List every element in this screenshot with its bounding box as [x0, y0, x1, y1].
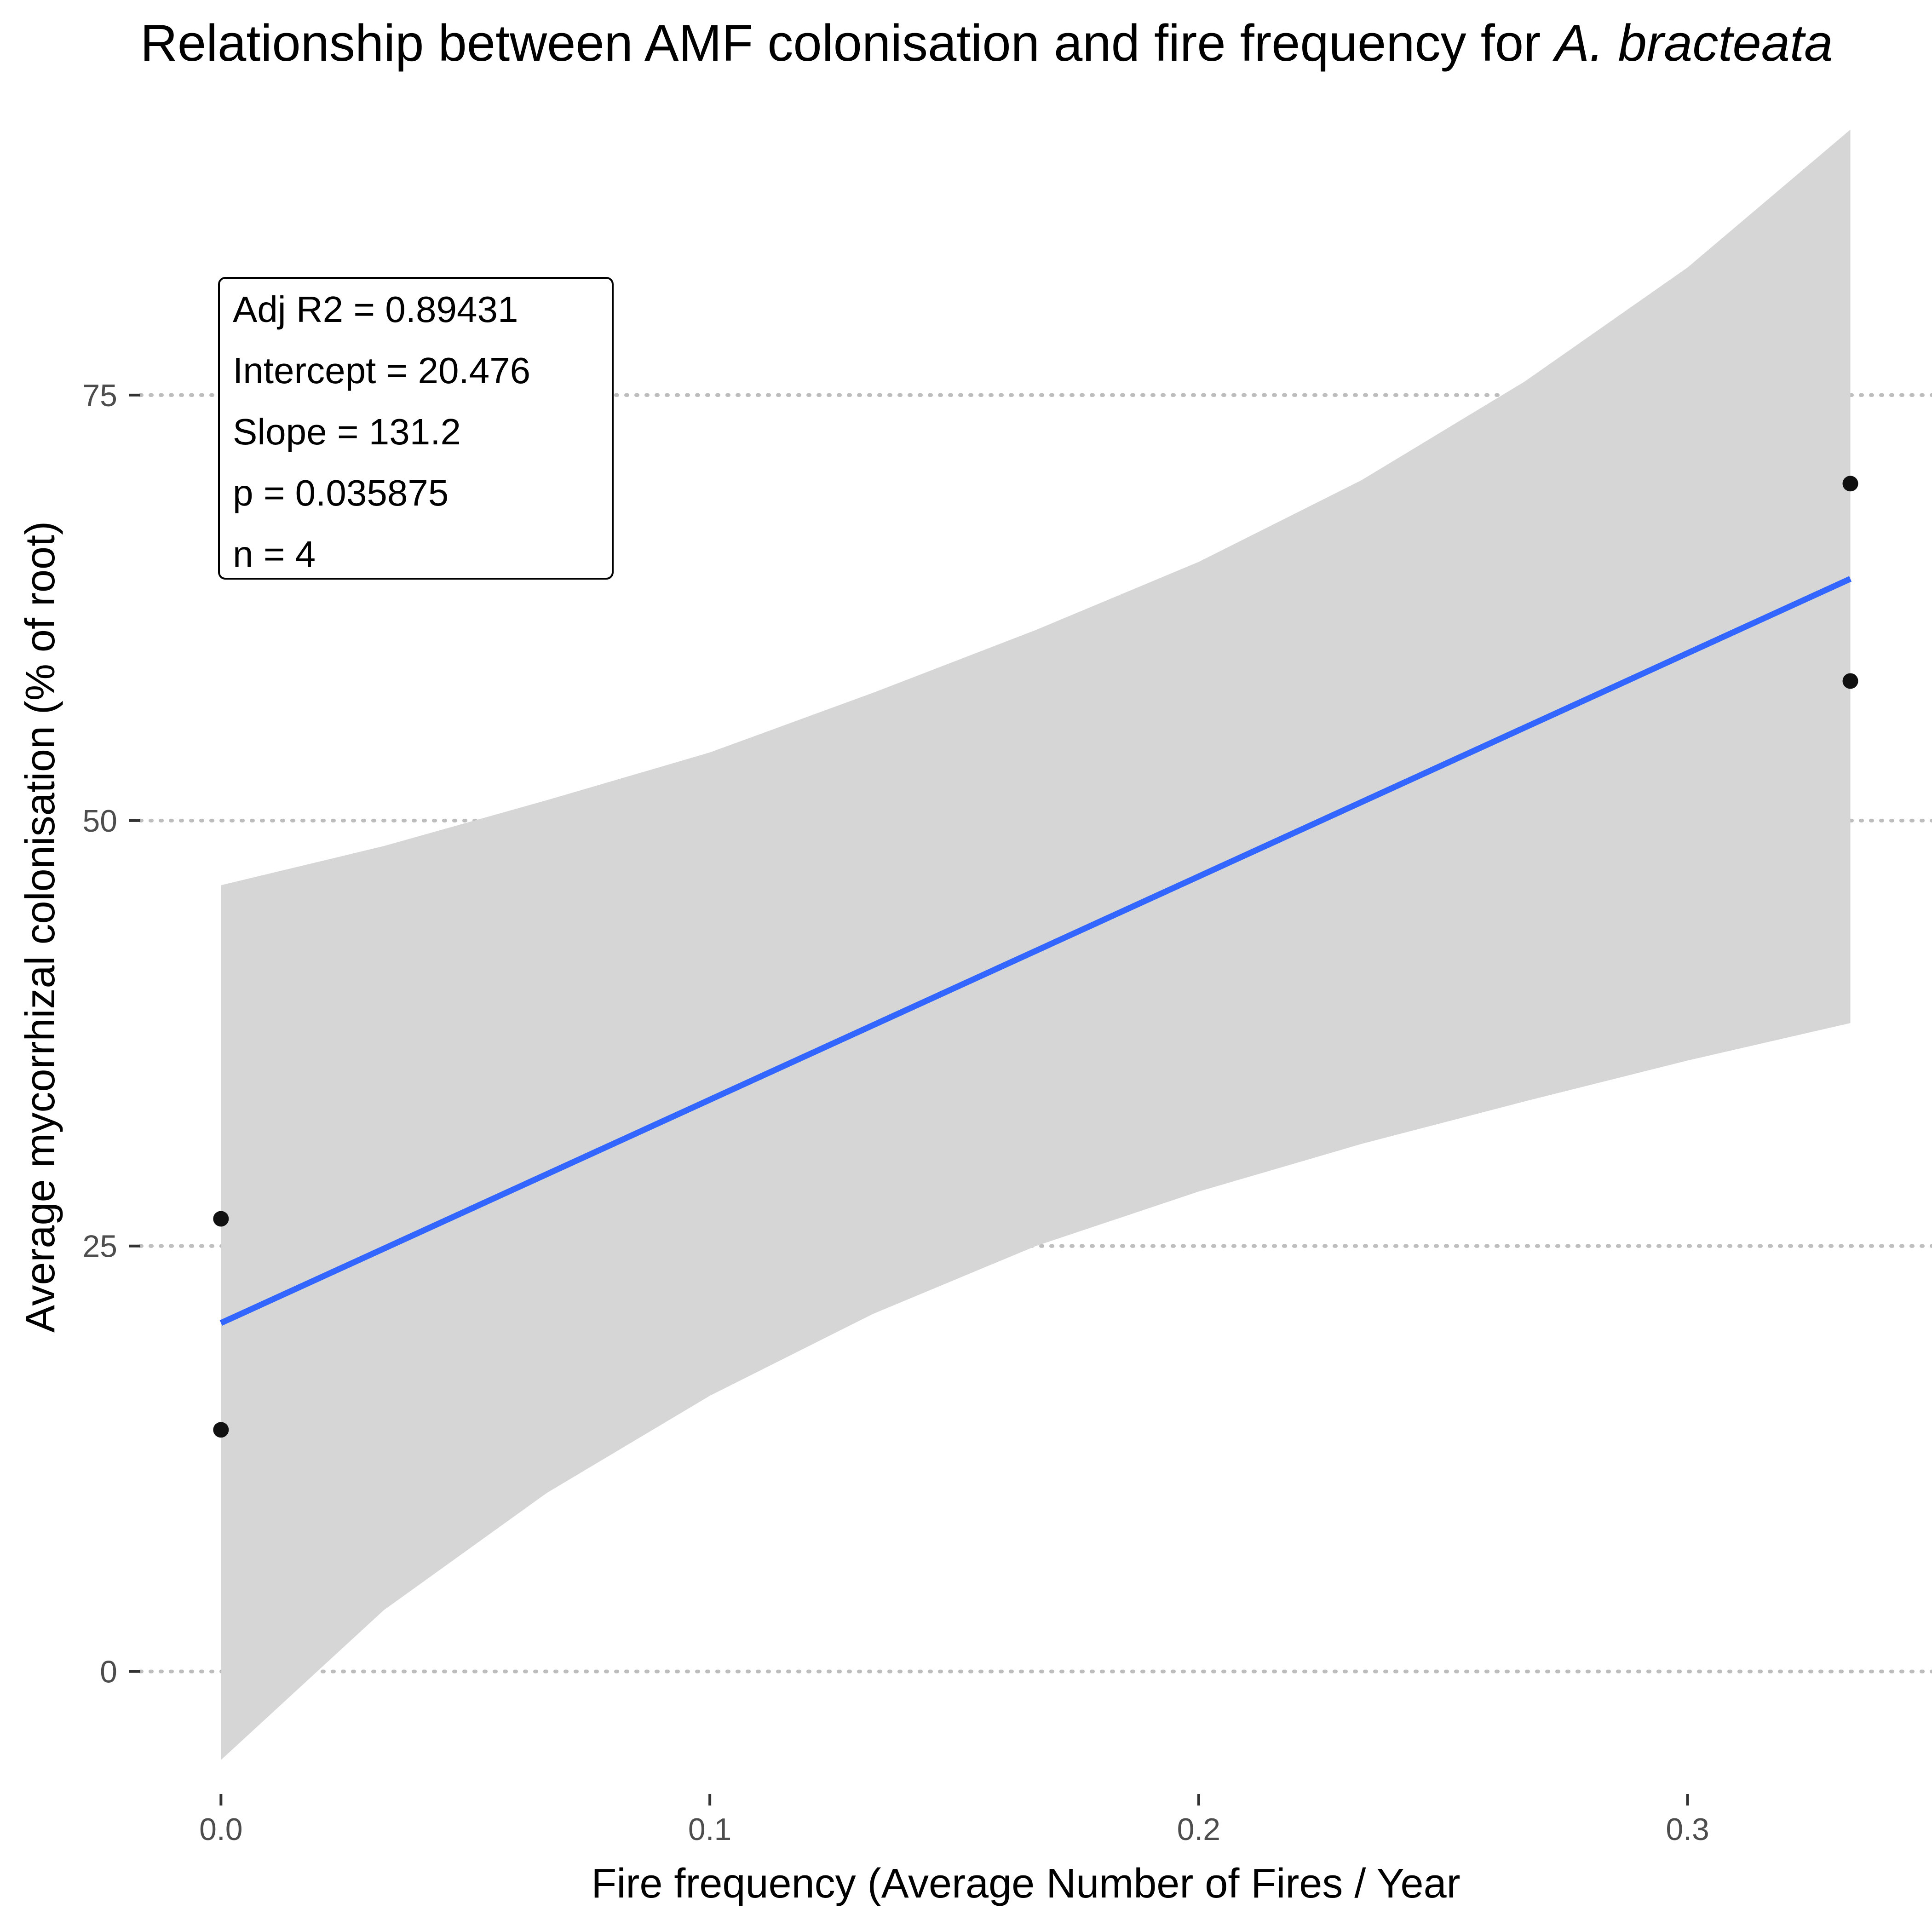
x-tick-label-0: 0.0 [199, 1812, 243, 1847]
stats-annotation: Adj R2 = 0.89431 Intercept = 20.476 Slope … [218, 277, 614, 580]
stats-annotation-line-3: Slope = 131.2 [233, 411, 461, 452]
chart-title: Relationship between AMF colonisation an… [140, 14, 1833, 72]
confidence-band [221, 129, 1851, 1760]
chart-title-text: Relationship between AMF colonisation an… [140, 14, 1555, 72]
regression-line [219, 576, 1852, 1326]
x-axis-label: Fire frequency (Average Number of Fires … [591, 1861, 1460, 1907]
y-tick-label-3: 75 [82, 378, 117, 413]
y-tick-label-1: 25 [82, 1229, 117, 1264]
x-tick-label-3: 0.3 [1666, 1812, 1709, 1847]
chart-title-species: A. bracteata [1552, 14, 1833, 72]
data-point-2 [213, 1422, 229, 1438]
data-points [213, 476, 1858, 1438]
data-point-4 [1842, 673, 1858, 689]
data-point-1 [213, 1211, 229, 1227]
x-axis-ticks: 0.0 0.1 0.2 0.3 [199, 1794, 1709, 1847]
stats-annotation-box [218, 277, 614, 580]
x-tick-label-2: 0.2 [1177, 1812, 1221, 1847]
y-tick-label-2: 50 [82, 804, 117, 839]
data-point-3 [1842, 476, 1858, 492]
stats-annotation-line-5: n = 4 [233, 534, 316, 575]
stats-annotation-line-1: Adj R2 = 0.89431 [233, 289, 518, 330]
y-axis-label: Average mycorrhizal colonisation (% of r… [17, 521, 63, 1333]
x-tick-label-1: 0.1 [688, 1812, 732, 1847]
stats-annotation-line-2: Intercept = 20.476 [233, 350, 530, 391]
y-tick-label-0: 0 [100, 1655, 117, 1690]
stats-annotation-line-4: p = 0.035875 [233, 472, 448, 513]
y-axis-ticks: 0 25 50 75 [82, 378, 140, 1690]
